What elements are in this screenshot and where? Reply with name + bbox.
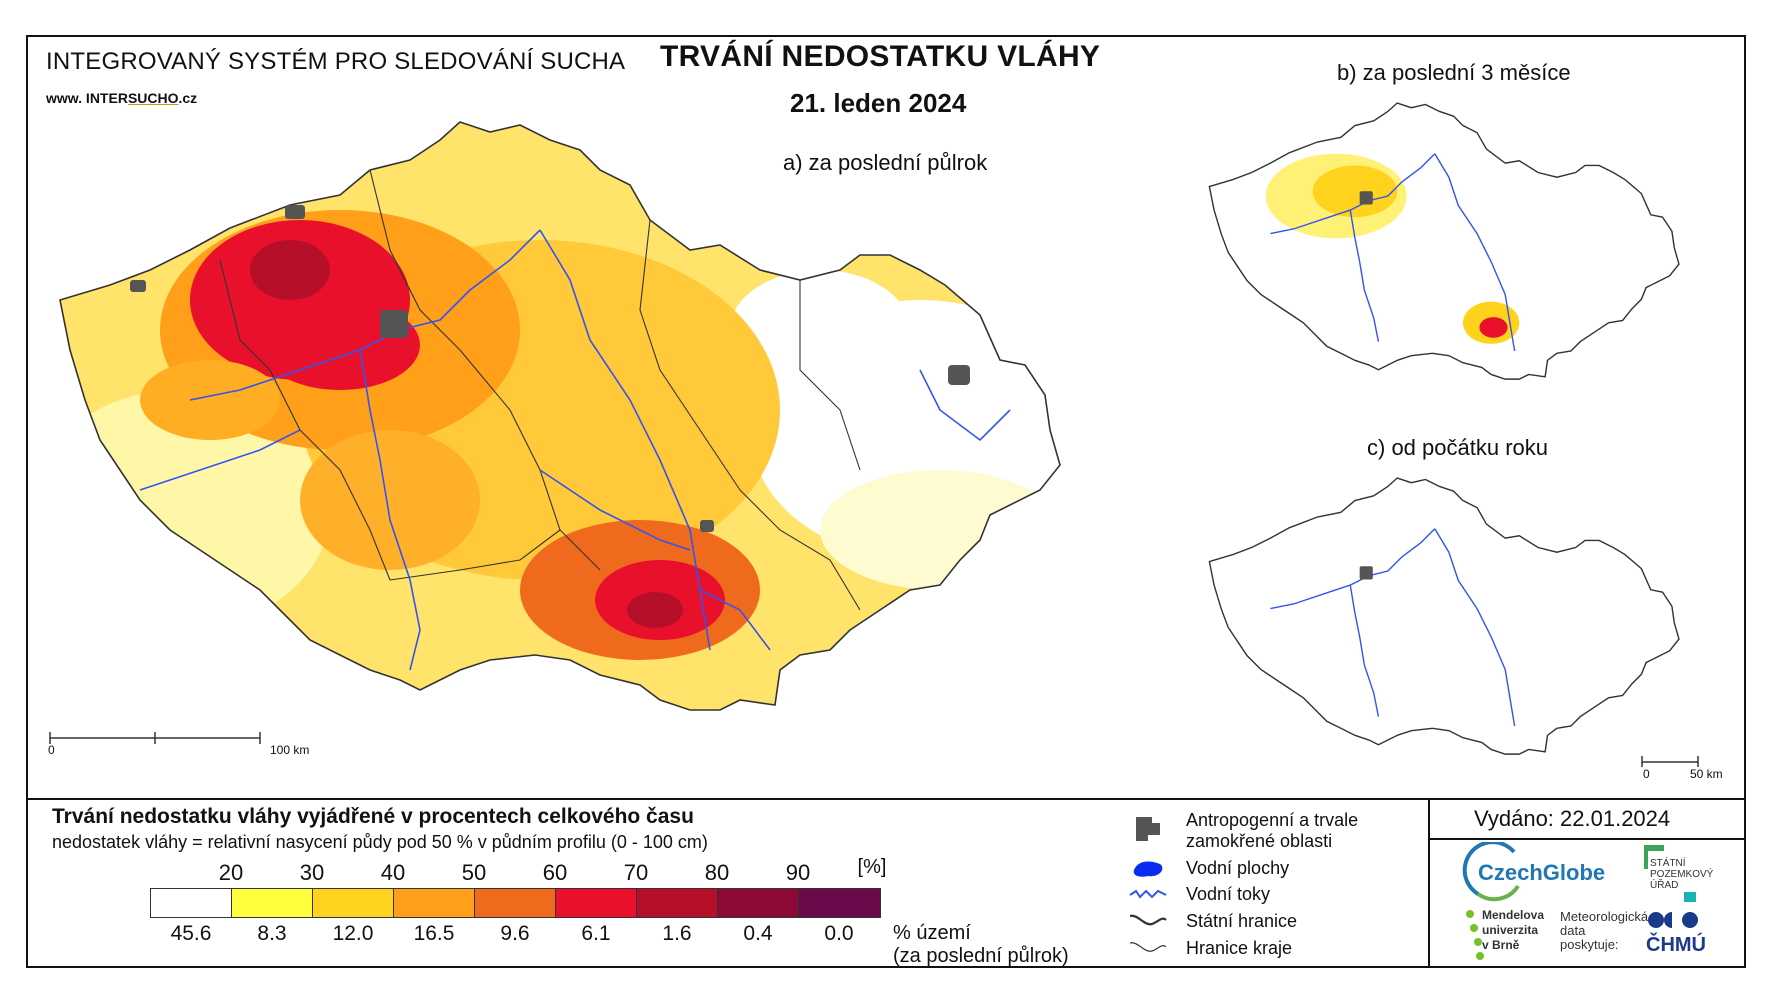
region-border-label: Hranice kraje <box>1186 938 1293 958</box>
threshold-label: 90 <box>785 860 811 885</box>
map-a-label: a) za poslední půlrok <box>783 150 988 175</box>
map-b-3-months <box>1208 102 1680 380</box>
info-divider <box>1428 798 1430 968</box>
spu-accent-icon <box>1684 892 1696 902</box>
area-value: 6.1 <box>581 922 611 945</box>
color-class-6 <box>637 889 718 917</box>
czechglobe-logo-icon <box>1462 842 1520 902</box>
small-scale-start: 0 <box>1643 767 1650 781</box>
main-scale-bar <box>49 732 261 744</box>
color-bar <box>150 888 881 918</box>
water-body-label: Vodní plochy <box>1186 858 1290 878</box>
area-value: 45.6 <box>170 922 212 945</box>
system-name: INTEGROVANÝ SYSTÉM PRO SLEDOVÁNÍ SUCHA <box>46 48 626 75</box>
spu-logo-icon <box>1644 845 1664 869</box>
threshold-label: 40 <box>380 860 406 885</box>
area-value: 1.6 <box>662 922 692 945</box>
issued-date: Vydáno: 22.01.2024 <box>1474 806 1671 831</box>
area-unit-label: % území <box>893 922 971 944</box>
threshold-label: 60 <box>542 860 568 885</box>
area-period-label: (za poslední půlrok) <box>893 945 1069 967</box>
area-value: 8.3 <box>257 922 287 945</box>
region-border-icon <box>1129 942 1167 952</box>
color-class-0 <box>151 889 232 917</box>
river-icon <box>1129 889 1167 899</box>
meteo-provider-text: Meteorologická data poskytuje: <box>1560 909 1649 952</box>
color-class-4 <box>475 889 556 917</box>
map-date: 21. leden 2024 <box>790 88 967 118</box>
legend-divider <box>26 798 1746 800</box>
small-scale-bar <box>1641 756 1699 767</box>
mendel-logo-icon <box>1466 910 1484 960</box>
threshold-label: 20 <box>218 860 244 885</box>
color-class-2 <box>313 889 394 917</box>
river-label: Vodní toky <box>1186 884 1271 904</box>
map-c-label: c) od počátku roku <box>1367 435 1548 460</box>
chmu-logo-icon <box>1648 912 1698 928</box>
website-link[interactable]: www. INTERSUCHO.cz <box>46 90 198 106</box>
water-body-icon <box>1133 861 1163 877</box>
area-value: 0.4 <box>743 922 773 945</box>
color-class-5 <box>556 889 637 917</box>
area-value: 0.0 <box>824 922 854 945</box>
legend-description: nedostatek vláhy = relativní nasycení pů… <box>52 832 708 852</box>
map-b-label: b) za poslední 3 měsíce <box>1337 60 1571 85</box>
color-class-1 <box>232 889 313 917</box>
chmu-logo-text: ČHMÚ <box>1646 934 1706 956</box>
threshold-label: 50 <box>461 860 487 885</box>
legend-title: Trvání nedostatku vláhy vyjádřené v proc… <box>52 805 694 828</box>
map-c-since-year-start <box>1208 477 1680 755</box>
issued-divider <box>1428 838 1746 840</box>
spu-logo-text: STÁTNÍ POZEMKOVÝ ÚŘAD <box>1650 858 1714 891</box>
urban-area-label: Antropogenní a trvale zamokřené oblasti <box>1186 810 1359 851</box>
state-border-label: Státní hranice <box>1186 911 1298 931</box>
state-border-icon <box>1129 914 1167 926</box>
color-class-3 <box>394 889 475 917</box>
threshold-label: 80 <box>704 860 730 885</box>
mendel-logo-text: Mendelova univerzita v Brně <box>1482 908 1545 952</box>
page-title: TRVÁNÍ NEDOSTATKU VLÁHY <box>660 40 1101 73</box>
color-class-7 <box>718 889 799 917</box>
threshold-label: 30 <box>299 860 325 885</box>
main-scale-start: 0 <box>48 743 55 757</box>
area-value: 12.0 <box>332 922 374 945</box>
area-value: 16.5 <box>413 922 455 945</box>
threshold-label: 70 <box>623 860 649 885</box>
map-frame <box>26 35 1746 968</box>
main-scale-end: 100 km <box>270 743 310 757</box>
small-scale-end: 50 km <box>1690 767 1723 781</box>
unit-label: [%] <box>857 856 887 878</box>
czechglobe-logo-text: CzechGlobe <box>1478 860 1606 885</box>
main-drought-map <box>49 121 1061 744</box>
area-value: 9.6 <box>500 922 530 945</box>
color-class-8 <box>799 889 880 917</box>
urban-area-icon <box>1136 817 1160 841</box>
